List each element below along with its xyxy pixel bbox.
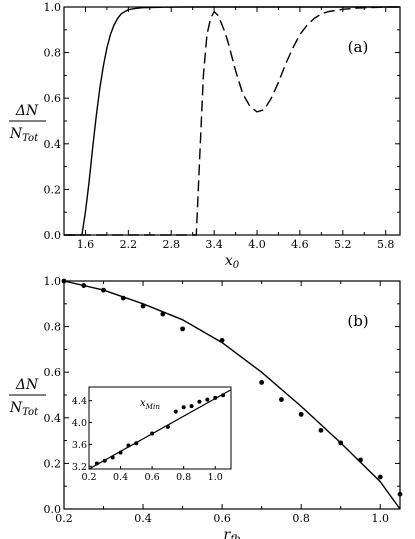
data-point bbox=[377, 474, 383, 480]
inset-data-point bbox=[205, 397, 210, 402]
x-tick-label: 4.6 bbox=[291, 238, 309, 251]
inset-title: xMin bbox=[140, 398, 160, 411]
data-point bbox=[358, 457, 363, 463]
data-point bbox=[140, 303, 146, 309]
data-point bbox=[180, 326, 185, 332]
data-point bbox=[397, 491, 403, 497]
x-axis-title-base: r bbox=[224, 527, 232, 539]
x-tick-label: 2.8 bbox=[162, 238, 180, 251]
x-tick-label: 5.8 bbox=[377, 238, 395, 251]
inset-data-point bbox=[221, 393, 226, 398]
x-tick-label: 0.6 bbox=[213, 512, 231, 525]
y-tick-label: 0.2 bbox=[44, 457, 62, 470]
x-axis-title-sub: fb bbox=[229, 534, 240, 539]
x-axis-title-sub: 0 bbox=[233, 260, 240, 271]
series-dashed-line bbox=[64, 6, 400, 236]
x-axis-title: rfb bbox=[224, 527, 241, 539]
panel-label: (a) bbox=[348, 38, 369, 56]
inset-x-tick-label: 0.2 bbox=[81, 472, 96, 483]
y-tick-label: 0.4 bbox=[44, 412, 62, 425]
y-axis-denominator-sub: Tot bbox=[22, 407, 39, 418]
y-tick-label: 0.6 bbox=[44, 92, 62, 105]
y-tick-label: 0.6 bbox=[44, 366, 62, 379]
inset-x-tick-label: 0.8 bbox=[176, 472, 191, 483]
y-tick-label: 0.2 bbox=[44, 183, 62, 196]
panel-a: 1.6 2.2 2.8 3.4 4.0 4.6 5.2 5.8 0.0 0.2 0.4 0.6 0.8 1… bbox=[9, 1, 401, 271]
panel-b: 0.2 0.4 0.6 0.8 1.00.00.20.40.60.81.0ΔNNTotr… bbox=[9, 275, 403, 539]
inset-title-sub: Min bbox=[145, 402, 161, 411]
x-tick-label: 1.0 bbox=[371, 512, 389, 525]
inset-data-point bbox=[126, 443, 131, 448]
y-axis-denominator: NTot bbox=[9, 400, 39, 418]
data-point bbox=[120, 295, 126, 301]
y-tick-label: 0.0 bbox=[44, 229, 62, 242]
y-axis-numerator: ΔN bbox=[15, 103, 39, 119]
y-axis-denominator-sub: Tot bbox=[22, 133, 39, 144]
y-tick-label: 0.0 bbox=[44, 503, 62, 516]
data-point bbox=[101, 287, 106, 293]
inset-data-point bbox=[189, 404, 194, 409]
data-point bbox=[279, 397, 284, 402]
inset-y-tick-label: 3.6 bbox=[72, 440, 87, 451]
y-axis-denominator-base: N bbox=[9, 400, 23, 416]
x-tick-label: 5.2 bbox=[334, 238, 352, 251]
x-tick-label: 0.4 bbox=[134, 512, 152, 525]
data-point bbox=[298, 411, 304, 417]
data-point bbox=[81, 283, 87, 288]
inset-data-point bbox=[110, 455, 115, 460]
x-tick-label: 2.2 bbox=[120, 238, 138, 251]
inset-x-tick-label: 0.4 bbox=[113, 472, 128, 483]
x-tick-label: 0.8 bbox=[292, 512, 310, 525]
x-tick-label: 4.0 bbox=[248, 238, 266, 251]
inset-title-base: x bbox=[140, 398, 146, 409]
inset-data-point bbox=[134, 441, 139, 446]
y-tick-label: 0.8 bbox=[44, 47, 62, 60]
inset-data-point bbox=[173, 409, 178, 414]
inset-data-point bbox=[118, 450, 123, 455]
inset-data-point bbox=[181, 405, 186, 410]
inset-data-point bbox=[213, 395, 218, 400]
data-point bbox=[219, 337, 225, 343]
inset-y-tick-label: 4.0 bbox=[72, 418, 87, 429]
x-axis-title: x0 bbox=[225, 253, 240, 271]
data-point bbox=[318, 427, 324, 433]
data-point bbox=[338, 440, 344, 446]
inset-y-tick-label: 4.4 bbox=[72, 396, 87, 407]
data-point bbox=[259, 380, 265, 385]
y-tick-label: 0.4 bbox=[44, 138, 62, 151]
y-axis-numerator: ΔN bbox=[15, 377, 39, 393]
y-tick-label: 0.8 bbox=[44, 321, 62, 334]
series-solid-line bbox=[64, 6, 400, 236]
inset-data-point bbox=[197, 399, 202, 404]
panel-label: (b) bbox=[347, 312, 368, 330]
inset-data-point bbox=[165, 424, 170, 429]
inset-y-tick-label: 3.2 bbox=[72, 462, 87, 473]
data-point bbox=[160, 311, 166, 317]
data-point bbox=[61, 278, 67, 284]
y-tick-label: 1.0 bbox=[44, 275, 62, 288]
x-axis-title-base: x bbox=[225, 253, 233, 269]
y-axis-denominator-base: N bbox=[9, 126, 23, 142]
inset-data-point bbox=[94, 461, 99, 466]
y-tick-label: 1.0 bbox=[44, 1, 62, 14]
inset-x-tick-label: 0.6 bbox=[145, 472, 160, 483]
inset-chart: 0.2 0.4 0.6 0.8 1.0 3.2 3.6 4.0 4.4 xMin bbox=[72, 386, 232, 483]
inset-x-tick-label: 1.0 bbox=[208, 472, 223, 483]
x-tick-label: 3.4 bbox=[205, 238, 223, 251]
x-tick-label: 0.2 bbox=[55, 512, 73, 525]
inset-data-point bbox=[102, 458, 107, 463]
y-axis-denominator: NTot bbox=[9, 126, 39, 144]
x-tick-label: 1.6 bbox=[77, 238, 95, 251]
inset-data-point bbox=[150, 431, 155, 436]
